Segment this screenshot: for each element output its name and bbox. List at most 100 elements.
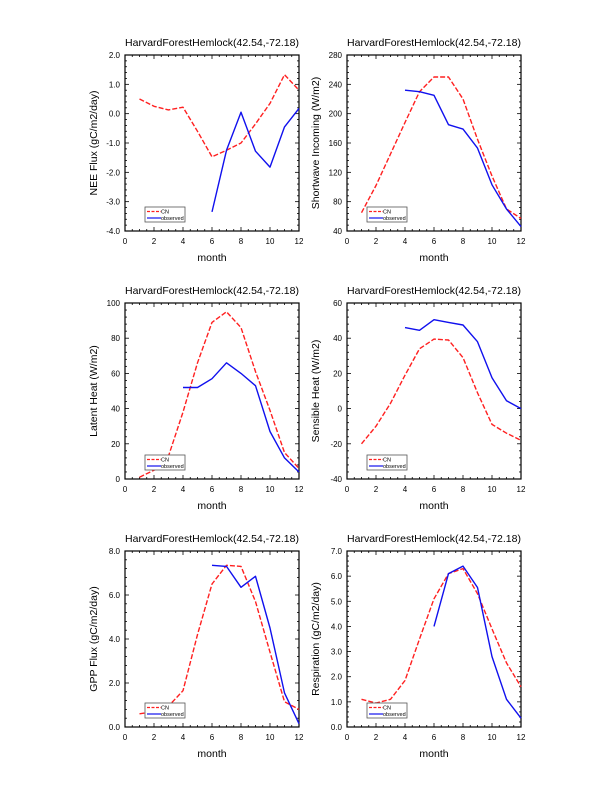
x-tick-label: 2 bbox=[374, 733, 379, 742]
chart-panel: HarvardForestHemlock(42.54,-72.18) 0 2 4 6 8 1… bbox=[310, 285, 526, 512]
x-tick-label: 6 bbox=[432, 733, 437, 742]
y-tick-label: 40 bbox=[333, 334, 342, 343]
y-tick-label: 2.0 bbox=[331, 673, 343, 682]
legend-label-cn: CN bbox=[383, 706, 391, 712]
y-tick-label: 5.0 bbox=[331, 597, 343, 606]
y-axis-label: NEE Flux (gC/m2/day) bbox=[88, 90, 100, 195]
x-tick-label: 0 bbox=[345, 733, 350, 742]
x-tick-label: 12 bbox=[295, 237, 304, 246]
chart-title: HarvardForestHemlock(42.54,-72.18) bbox=[125, 37, 299, 49]
y-tick-label: 240 bbox=[329, 80, 343, 89]
x-axis-label: month bbox=[419, 252, 448, 264]
x-tick-label: 8 bbox=[239, 237, 244, 246]
y-tick-label: 1.0 bbox=[109, 80, 121, 89]
chart-title: HarvardForestHemlock(42.54,-72.18) bbox=[347, 285, 521, 297]
y-axis-label: Sensible Heat (W/m2) bbox=[310, 340, 322, 443]
x-tick-label: 12 bbox=[517, 733, 526, 742]
y-tick-label: 6.0 bbox=[109, 591, 121, 600]
series-line-observed bbox=[183, 362, 300, 473]
x-tick-label: 12 bbox=[517, 485, 526, 494]
chart-panel: HarvardForestHemlock(42.54,-72.18) 0 2 4 6 8 1… bbox=[310, 533, 526, 760]
series-line-cn bbox=[360, 76, 522, 220]
legend-label-cn: CN bbox=[161, 706, 169, 712]
series-line-observed bbox=[404, 319, 522, 410]
y-tick-label: 1.0 bbox=[331, 698, 343, 707]
x-tick-label: 6 bbox=[210, 237, 215, 246]
chart-title: HarvardForestHemlock(42.54,-72.18) bbox=[347, 37, 521, 49]
x-tick-label: 0 bbox=[123, 733, 128, 742]
y-tick-label: -3.0 bbox=[106, 198, 120, 207]
x-tick-label: 6 bbox=[210, 733, 215, 742]
y-tick-label: 280 bbox=[329, 51, 343, 60]
x-tick-label: 6 bbox=[432, 485, 437, 494]
x-tick-label: 12 bbox=[295, 733, 304, 742]
x-axis-label: month bbox=[419, 500, 448, 512]
x-axis-label: month bbox=[197, 500, 226, 512]
series-line-observed bbox=[211, 107, 300, 213]
x-tick-label: 10 bbox=[488, 237, 497, 246]
legend-label-cn: CN bbox=[383, 210, 391, 216]
y-tick-label: 0.0 bbox=[109, 723, 121, 732]
y-tick-label: 4.0 bbox=[331, 622, 343, 631]
x-tick-label: 4 bbox=[403, 237, 408, 246]
y-tick-label: 4.0 bbox=[109, 635, 121, 644]
y-tick-label: 80 bbox=[111, 334, 120, 343]
series-line-cn bbox=[139, 73, 300, 158]
y-tick-label: -4.0 bbox=[106, 227, 120, 236]
y-tick-label: -1.0 bbox=[106, 139, 120, 148]
y-tick-label: 8.0 bbox=[109, 547, 121, 556]
x-tick-label: 6 bbox=[432, 237, 437, 246]
y-tick-label: 3.0 bbox=[331, 648, 343, 657]
y-tick-label: 2.0 bbox=[109, 51, 121, 60]
x-tick-label: 8 bbox=[239, 733, 244, 742]
x-tick-label: 0 bbox=[345, 485, 350, 494]
chart-panel: HarvardForestHemlock(42.54,-72.18) 0 2 4 6 8 1… bbox=[88, 37, 304, 264]
chart-panel: HarvardForestHemlock(42.54,-72.18) 0 2 4 6 8 1… bbox=[88, 533, 304, 760]
y-tick-label: 120 bbox=[329, 168, 343, 177]
x-tick-label: 10 bbox=[266, 237, 275, 246]
series-line-cn bbox=[139, 564, 300, 715]
y-axis-label: GPP Flux (gC/m2/day) bbox=[88, 586, 100, 691]
chart-title: HarvardForestHemlock(42.54,-72.18) bbox=[347, 533, 521, 545]
plot-frame bbox=[124, 302, 300, 480]
series-line-observed bbox=[433, 565, 522, 719]
y-tick-label: 160 bbox=[329, 139, 343, 148]
legend-label-observed: observed bbox=[161, 464, 184, 470]
x-tick-label: 4 bbox=[181, 733, 186, 742]
series-line-observed bbox=[211, 564, 300, 724]
x-tick-label: 10 bbox=[266, 485, 275, 494]
plot-frame bbox=[346, 550, 522, 728]
chart-panel: HarvardForestHemlock(42.54,-72.18) 0 2 4 6 8 1… bbox=[88, 285, 304, 512]
plot-frame bbox=[346, 54, 522, 232]
x-tick-label: 0 bbox=[123, 485, 128, 494]
y-tick-label: 100 bbox=[107, 299, 121, 308]
x-axis-label: month bbox=[197, 748, 226, 760]
x-axis-label: month bbox=[197, 252, 226, 264]
legend-label-cn: CN bbox=[383, 458, 391, 464]
x-tick-label: 8 bbox=[461, 237, 466, 246]
x-tick-label: 6 bbox=[210, 485, 215, 494]
series-line-cn bbox=[360, 338, 522, 445]
chart-title: HarvardForestHemlock(42.54,-72.18) bbox=[125, 533, 299, 545]
y-axis-label: Respiration (gC/m2/day) bbox=[310, 582, 322, 696]
series-line-cn bbox=[139, 311, 300, 478]
x-tick-label: 10 bbox=[266, 733, 275, 742]
x-tick-label: 2 bbox=[152, 485, 157, 494]
plot-frame bbox=[346, 302, 522, 480]
x-tick-label: 2 bbox=[152, 237, 157, 246]
plot-frame bbox=[124, 54, 300, 232]
x-tick-label: 8 bbox=[461, 733, 466, 742]
x-tick-label: 4 bbox=[181, 485, 186, 494]
x-tick-label: 0 bbox=[345, 237, 350, 246]
y-tick-label: 2.0 bbox=[109, 679, 121, 688]
legend-label-observed: observed bbox=[383, 464, 406, 470]
series-line-observed bbox=[404, 89, 522, 228]
y-axis-label: Shortwave Incoming (W/m2) bbox=[310, 77, 322, 209]
x-tick-label: 8 bbox=[239, 485, 244, 494]
y-tick-label: 40 bbox=[111, 405, 120, 414]
chart-title: HarvardForestHemlock(42.54,-72.18) bbox=[125, 285, 299, 297]
